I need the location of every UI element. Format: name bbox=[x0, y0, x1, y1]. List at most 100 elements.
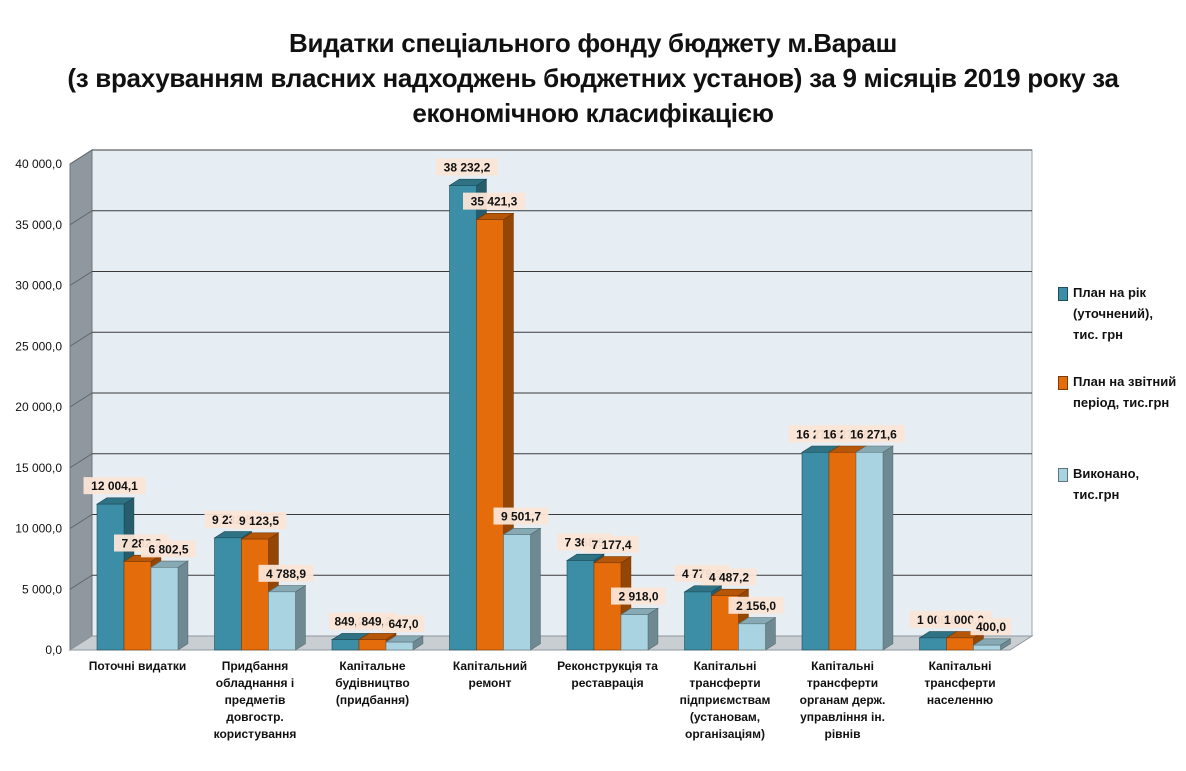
x-category-label-line: предметів bbox=[225, 693, 286, 707]
bar bbox=[476, 219, 504, 651]
data-label: 38 232,2 bbox=[436, 158, 498, 176]
bar bbox=[214, 537, 242, 651]
data-label-background bbox=[842, 425, 905, 443]
chart-title-line: Видатки спеціального фонду бюджету м.Вар… bbox=[289, 28, 897, 58]
gridline-side bbox=[69, 574, 93, 590]
data-label-background bbox=[493, 507, 549, 525]
legend-label: Виконано, тис.грн bbox=[1073, 463, 1186, 505]
data-label-background bbox=[231, 512, 287, 530]
legend-label: План на звітний період, тис.грн bbox=[1073, 371, 1186, 413]
x-category-label-line: (придбання) bbox=[336, 693, 409, 707]
x-category-label-line: реставрація bbox=[571, 676, 643, 690]
data-label: 7 177,4 bbox=[584, 535, 639, 553]
data-label-background bbox=[383, 615, 424, 633]
chart-title-line: економічною класифікацією bbox=[412, 98, 774, 128]
x-category-label: Капітальні трансферти населенню bbox=[924, 659, 995, 707]
data-label-background bbox=[970, 618, 1012, 636]
y-tick-label: 10 000,0 bbox=[15, 522, 62, 536]
bar bbox=[449, 185, 477, 651]
gridline-side bbox=[69, 149, 93, 165]
gridline-side bbox=[69, 392, 93, 408]
data-label-text: 400,0 bbox=[976, 620, 1006, 634]
x-category-label: Капітальні трансферти органам держ. управлі… bbox=[800, 659, 886, 741]
y-tick-label: 15 000,0 bbox=[15, 461, 62, 475]
bar bbox=[385, 641, 414, 651]
data-label: 2 156,0 bbox=[728, 596, 784, 614]
bar bbox=[331, 639, 360, 651]
gridline-side bbox=[69, 331, 93, 347]
gridline-side bbox=[69, 271, 93, 286]
data-label-text: 6 802,5 bbox=[148, 542, 188, 556]
bar bbox=[150, 567, 179, 651]
data-label: 6 802,5 bbox=[141, 540, 196, 558]
data-label-text: 16 271,6 bbox=[850, 427, 897, 441]
legend-label-line: План на звітний bbox=[1073, 374, 1177, 389]
y-tick-label: 0,0 bbox=[45, 643, 62, 657]
bar bbox=[711, 595, 739, 651]
x-category-label-line: довгостр. bbox=[226, 710, 284, 724]
x-category-label-line: підприємствам bbox=[680, 693, 771, 707]
x-category-label-line: обладнання і bbox=[216, 676, 294, 690]
data-label: 4 487,2 bbox=[701, 568, 757, 586]
data-label-text: 2 156,0 bbox=[736, 599, 776, 613]
x-category-label-line: (установам, bbox=[690, 710, 760, 724]
legend-label-line: тис.грн bbox=[1073, 487, 1120, 502]
bar bbox=[96, 503, 125, 651]
x-category-label-line: Придбання bbox=[222, 659, 289, 673]
bar bbox=[855, 452, 884, 651]
y-tick-label: 25 000,0 bbox=[15, 339, 62, 353]
data-label-text: 2 918,0 bbox=[618, 590, 658, 604]
data-label-background bbox=[611, 587, 666, 605]
bar bbox=[946, 637, 974, 651]
data-label: 647,0 bbox=[383, 615, 424, 633]
data-label-background bbox=[584, 535, 639, 553]
data-label-background bbox=[728, 596, 784, 614]
data-label-background bbox=[83, 477, 146, 495]
x-category-label-line: Капітальний bbox=[453, 659, 527, 673]
bar bbox=[738, 623, 766, 651]
bar bbox=[620, 614, 649, 651]
bar bbox=[503, 534, 531, 651]
y-tick-label: 5 000,0 bbox=[22, 582, 62, 596]
data-label-text: 9 501,7 bbox=[501, 510, 541, 524]
data-label-text: 38 232,2 bbox=[444, 160, 491, 174]
x-category-label-line: рівнів bbox=[825, 727, 861, 741]
bar bbox=[919, 637, 947, 651]
bar bbox=[973, 644, 1001, 651]
x-category-label-line: органам держ. bbox=[800, 693, 886, 707]
data-label: 35 421,3 bbox=[463, 192, 525, 210]
y-tick-label: 30 000,0 bbox=[15, 279, 62, 293]
legend-label-line: Виконано, bbox=[1073, 466, 1140, 481]
data-label-background bbox=[701, 568, 757, 586]
data-label-text: 7 177,4 bbox=[591, 538, 631, 552]
x-category-label-line: Капітальні bbox=[694, 659, 757, 673]
data-label: 400,0 bbox=[970, 618, 1012, 636]
data-label-background bbox=[436, 158, 498, 176]
bar-side bbox=[295, 584, 306, 651]
data-label-background bbox=[141, 540, 196, 558]
x-category-label: Поточні видатки bbox=[89, 659, 187, 673]
bar bbox=[801, 452, 830, 651]
data-label-text: 12 004,1 bbox=[91, 479, 138, 493]
y-tick-label: 35 000,0 bbox=[15, 218, 62, 232]
x-category-label: Придбання обладнання і предметів довгостр. к… bbox=[214, 659, 297, 741]
legend-label: План на рік (уточнений), тис. грн bbox=[1073, 282, 1186, 345]
bar bbox=[241, 538, 269, 651]
bar bbox=[268, 591, 296, 651]
legend-label-line: (уточнений), bbox=[1073, 306, 1153, 321]
data-label-text: 9 123,5 bbox=[239, 514, 279, 528]
chart-title-line: (з врахуванням власних надходжень бюджет… bbox=[67, 63, 1119, 93]
data-label: 9 501,7 bbox=[493, 507, 549, 525]
bar bbox=[828, 452, 857, 651]
x-category-label: Капітальний ремонт bbox=[453, 659, 527, 690]
data-label: 9 123,5 bbox=[231, 512, 287, 530]
x-category-label-line: Поточні видатки bbox=[89, 659, 187, 673]
bar bbox=[684, 591, 712, 651]
x-category-label-line: трансферти bbox=[924, 676, 995, 690]
x-category-label-line: Капітальні bbox=[811, 659, 874, 673]
legend-label-line: План на рік bbox=[1073, 285, 1147, 300]
bar-side bbox=[177, 560, 189, 651]
data-label: 2 918,0 bbox=[611, 587, 666, 605]
data-label-text: 4 487,2 bbox=[709, 570, 749, 584]
